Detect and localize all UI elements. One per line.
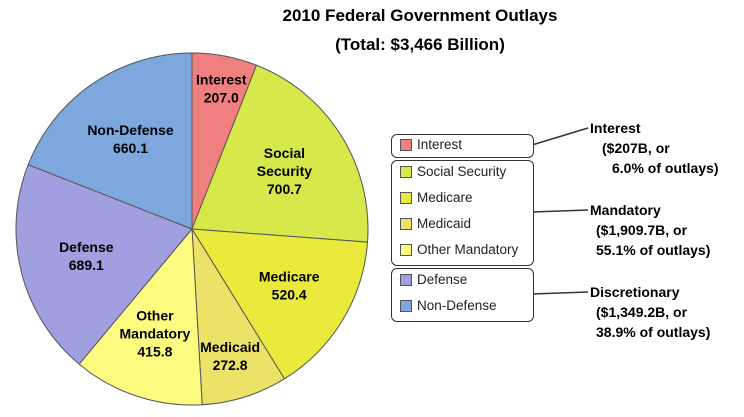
group-label-mandatory: Mandatory ($1,909.7B, or 55.1% of outlay… [590,200,710,260]
group-mandatory-name: Mandatory [590,202,661,218]
slice-label-medicaid: Medicaid 272.8 [200,339,260,373]
group-mandatory-amount: ($1,909.7B, or [596,222,688,238]
slice-label-interest: Interest 207.0 [196,72,247,106]
legend-swatch-medicaid [400,217,412,230]
legend-swatch-social-security [400,165,412,178]
connector-mandatory [531,209,589,213]
group-interest-share: 6.0% of outlays) [612,160,719,176]
chart-subtitle: (Total: $3,466 Billion) [335,35,505,54]
legend-box-interest: Interest [391,134,534,158]
legend-box-mandatory: Social Security Medicare Medicaid Other … [391,160,534,266]
legend-label-medicare: Medicare [417,190,473,205]
slice-label-other-mandatory: Other Mandatory 415.8 [120,307,191,359]
legend-item-social-security: Social Security [400,164,506,179]
group-interest-name: Interest [590,120,641,136]
legend-label-interest: Interest [417,137,463,152]
legend-swatch-other-mandatory [400,243,412,256]
legend-box-discretionary: Defense Non-Defense [391,268,534,322]
legend-item-non-defense: Non-Defense [400,298,497,313]
group-discretionary-amount: ($1,349.2B, or [596,304,688,320]
legend-label-medicaid: Medicaid [417,216,472,231]
pie-slice-other-mandatory [78,227,203,406]
slice-label-social-security: Social Security 700.7 [257,145,312,197]
pie-slice-medicare [191,228,369,380]
legend-label-other-mandatory: Other Mandatory [417,242,519,257]
group-mandatory-share: 55.1% of outlays) [596,242,711,258]
group-interest-amount: ($207B, or [602,140,670,156]
legend-item-medicare: Medicare [400,190,473,205]
group-label-discretionary: Discretionary ($1,349.2B, or 38.9% of ou… [590,282,710,342]
legend-item-interest: Interest [400,137,462,152]
pie-slice-social-security [191,64,369,243]
slice-label-medicare: Medicare 520.4 [259,269,320,303]
chart-title: 2010 Federal Government Outlays [282,6,558,25]
legend-swatch-interest [400,138,412,151]
legend-label-social-security: Social Security [417,164,507,179]
legend-swatch-medicare [400,191,412,204]
pie-slice-non-defense [27,52,193,230]
slice-label-defense: Defense 689.1 [59,239,114,273]
group-discretionary-name: Discretionary [590,284,680,300]
legend-swatch-non-defense [400,299,412,312]
legend-item-medicaid: Medicaid [400,216,471,231]
legend-label-non-defense: Non-Defense [417,298,497,313]
slice-label-non-defense: Non-Defense 660.1 [87,122,174,156]
legend-label-defense: Defense [417,272,468,287]
connector-interest [531,127,589,146]
group-discretionary-share: 38.9% of outlays) [596,324,711,340]
pie-slice-defense [15,164,193,365]
legend-swatch-defense [400,273,412,286]
legend-item-defense: Defense [400,272,467,287]
group-label-interest: Interest ($207B, or 6.0% of outlays) [590,118,719,178]
connector-discretionary [531,291,589,295]
legend-item-other-mandatory: Other Mandatory [400,242,518,257]
